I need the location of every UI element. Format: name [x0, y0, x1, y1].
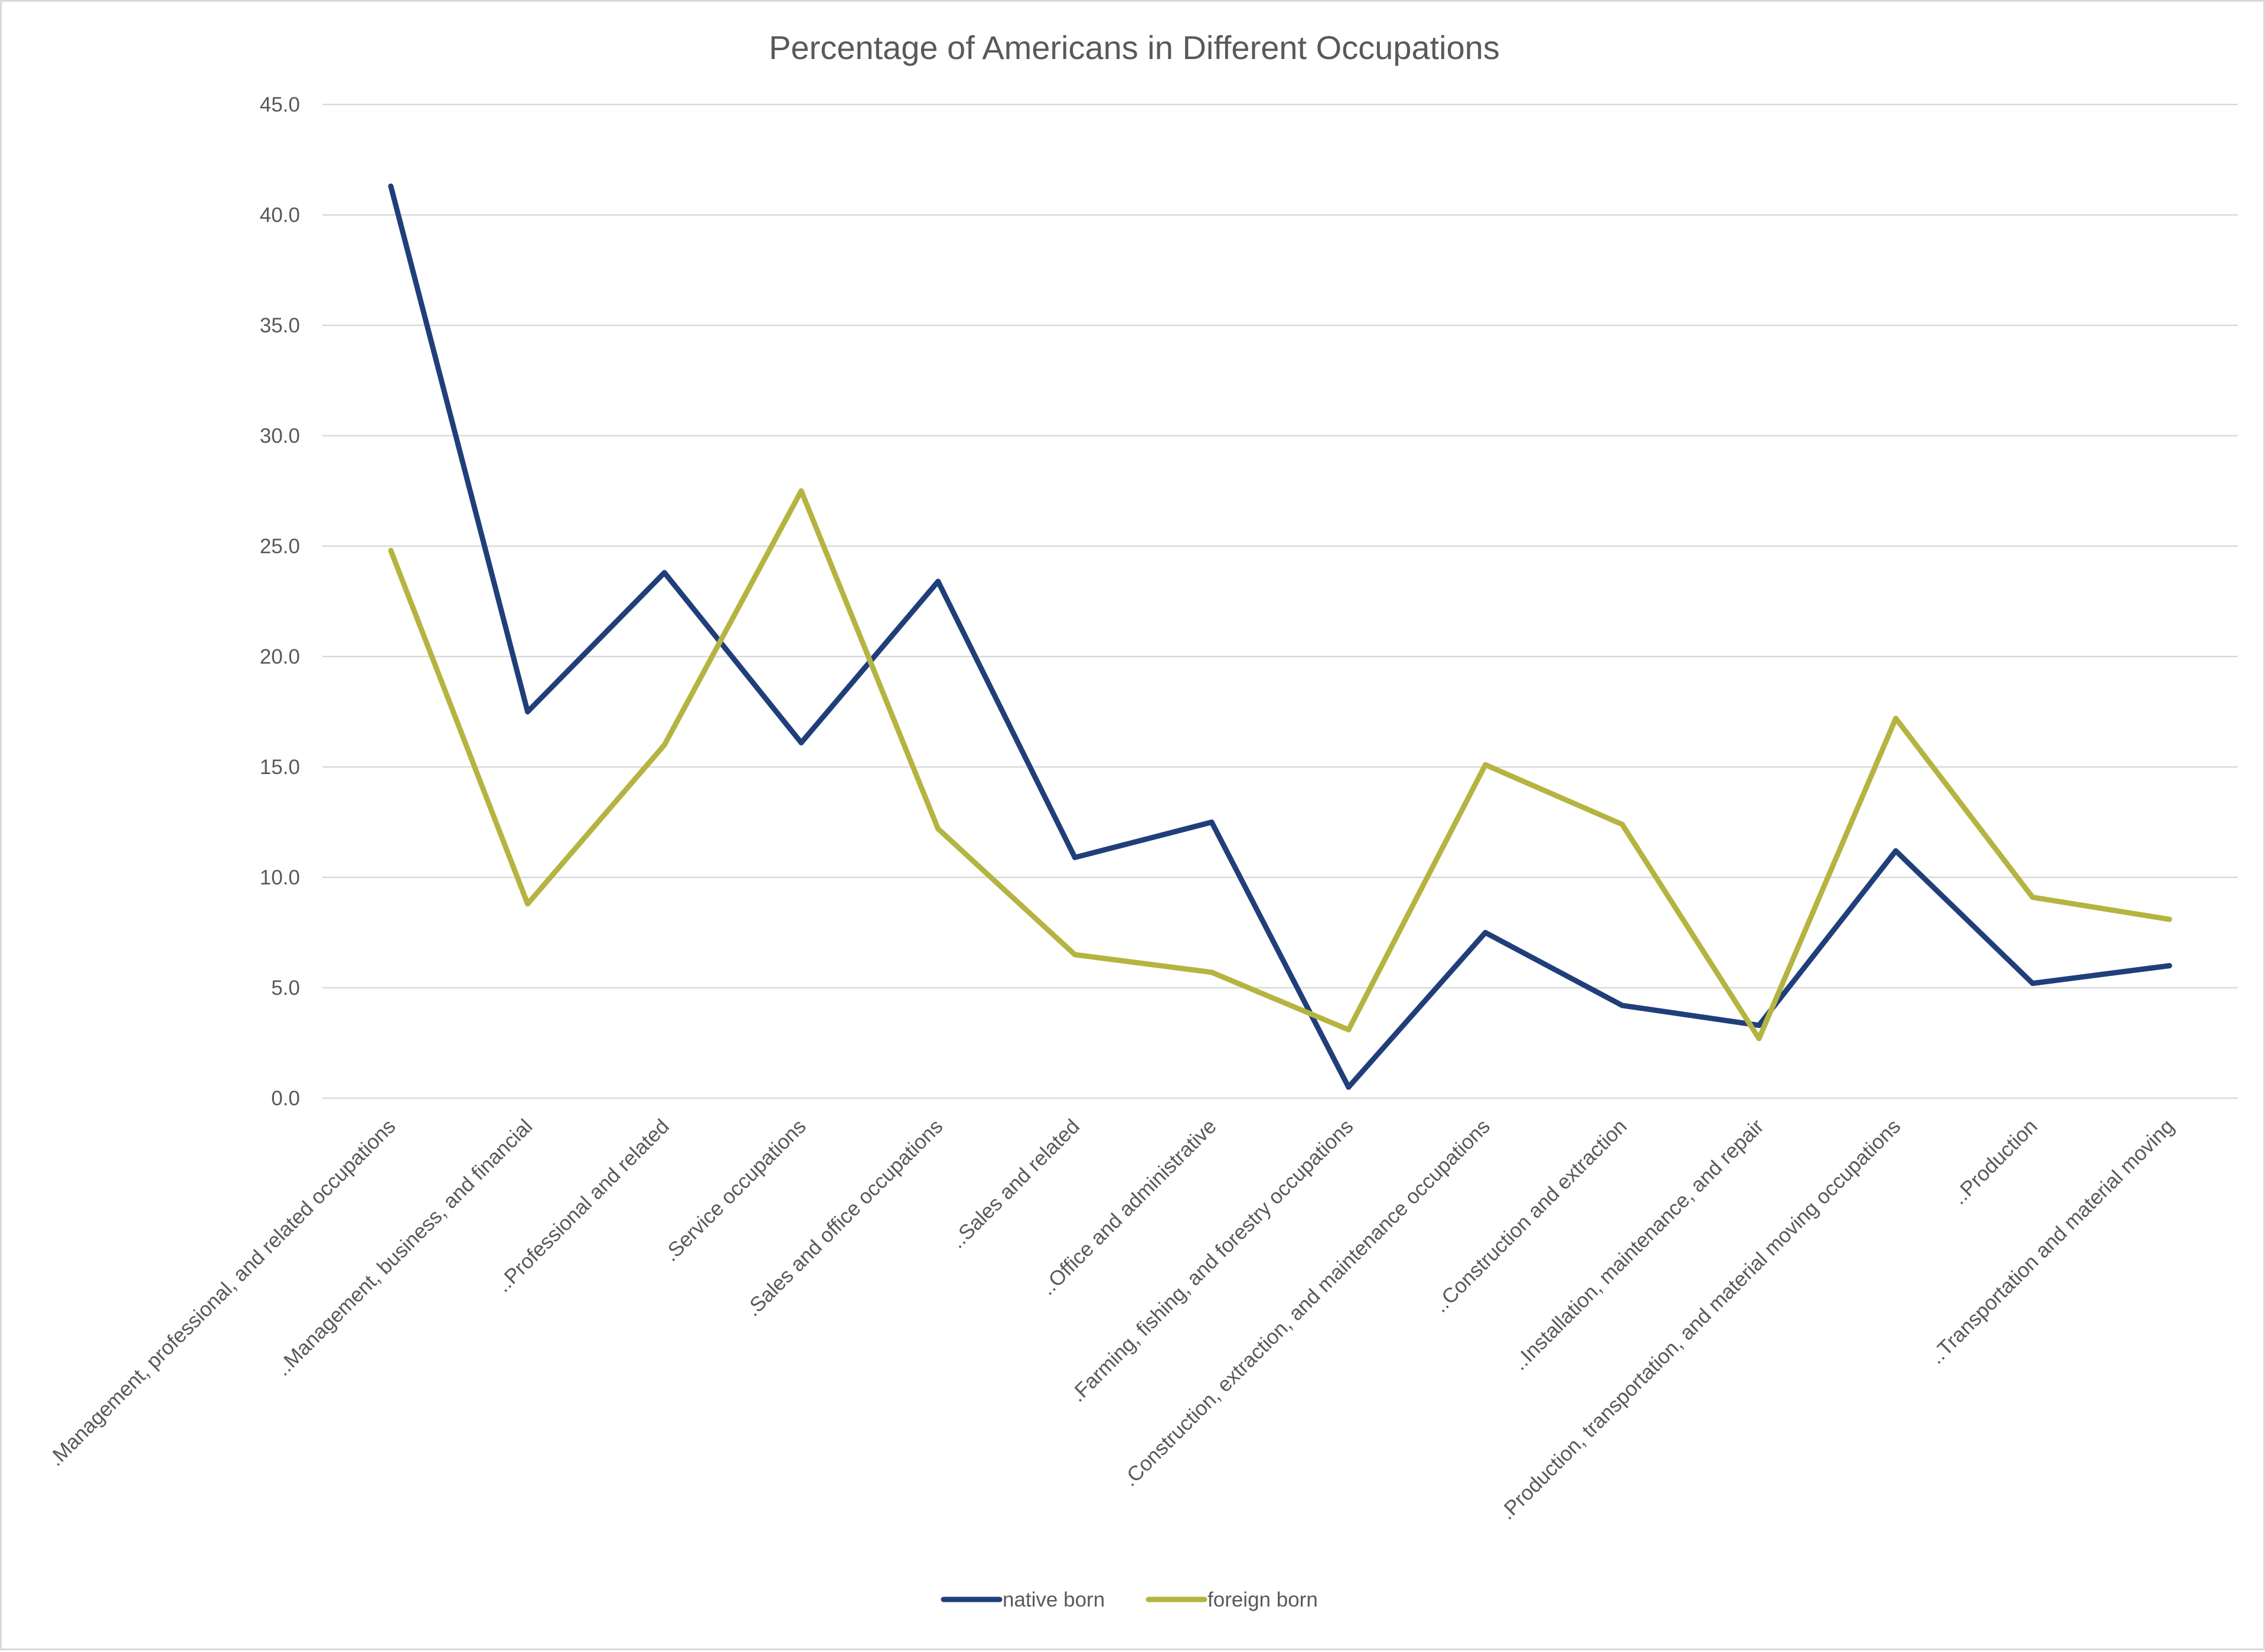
- data-point: [388, 548, 394, 553]
- gridlines: [322, 103, 2238, 1099]
- legend-label: native born: [1003, 1588, 1105, 1611]
- data-point: [935, 579, 941, 585]
- data-point: [2029, 894, 2035, 900]
- data-point: [1072, 952, 1078, 958]
- series-line-native-born: [388, 183, 2172, 1090]
- y-axis-ticks: 0.0 5.0 10.0 15.0 20.0 25.0 30.0 35.0 40.0 45.0: [260, 93, 300, 1110]
- series-line-foreign-born: [388, 488, 2172, 1042]
- y-tick-label: 45.0: [260, 93, 300, 116]
- data-point: [1346, 1084, 1352, 1090]
- x-tick-label: ..Sales and related: [946, 1115, 1084, 1253]
- data-point: [525, 709, 531, 714]
- y-tick-label: 35.0: [260, 314, 300, 337]
- legend-label: foreign born: [1207, 1588, 1318, 1611]
- data-point: [2166, 963, 2172, 969]
- x-tick-label: ..Management, business, and financial: [271, 1115, 537, 1380]
- data-point: [1346, 1027, 1352, 1033]
- data-point: [661, 570, 667, 576]
- y-tick-label: 25.0: [260, 535, 300, 558]
- data-point: [1756, 1023, 1762, 1029]
- data-point: [798, 740, 804, 746]
- data-point: [1483, 930, 1489, 935]
- data-point: [935, 826, 941, 832]
- data-point: [661, 742, 667, 748]
- y-tick-label: 30.0: [260, 425, 300, 448]
- data-point: [1893, 848, 1899, 854]
- data-point: [1893, 716, 1899, 721]
- data-point: [1483, 762, 1489, 768]
- data-point: [1756, 1036, 1762, 1042]
- chart-title: Percentage of Americans in Different Occ…: [769, 29, 1500, 66]
- y-tick-label: 20.0: [260, 645, 300, 668]
- x-tick-label: .Farming, fishing, and forestry occupati…: [1066, 1115, 1358, 1406]
- y-tick-label: 40.0: [260, 204, 300, 227]
- y-tick-label: 0.0: [271, 1087, 300, 1110]
- data-point: [1619, 1003, 1625, 1008]
- y-tick-label: 15.0: [260, 756, 300, 779]
- data-point: [1619, 821, 1625, 827]
- data-point: [1209, 820, 1215, 825]
- data-point: [525, 901, 531, 907]
- x-axis-ticks: .Management, professional, and related o…: [44, 1115, 2179, 1524]
- x-tick-label: ..Transportation and material moving: [1925, 1115, 2179, 1369]
- x-tick-label: ..Production: [1947, 1115, 2042, 1209]
- data-point: [798, 488, 804, 494]
- data-point: [388, 183, 394, 189]
- data-point: [2166, 916, 2172, 922]
- data-point: [2029, 981, 2035, 986]
- legend: native born foreign born: [941, 1588, 1318, 1611]
- x-tick-label: ..Installation, maintenance, and repair: [1508, 1115, 1768, 1375]
- y-tick-label: 5.0: [271, 977, 300, 1000]
- data-point: [1072, 854, 1078, 860]
- series-lines: [388, 183, 2172, 1090]
- y-tick-label: 10.0: [260, 866, 300, 889]
- x-tick-label: .Service occupations: [660, 1115, 811, 1266]
- data-point: [1209, 969, 1215, 975]
